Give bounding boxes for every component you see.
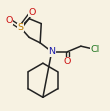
Text: O: O bbox=[64, 57, 71, 66]
Text: Cl: Cl bbox=[91, 45, 100, 54]
Text: N: N bbox=[48, 47, 55, 56]
Text: S: S bbox=[17, 23, 23, 32]
Text: O: O bbox=[6, 16, 13, 25]
Text: O: O bbox=[28, 8, 36, 17]
